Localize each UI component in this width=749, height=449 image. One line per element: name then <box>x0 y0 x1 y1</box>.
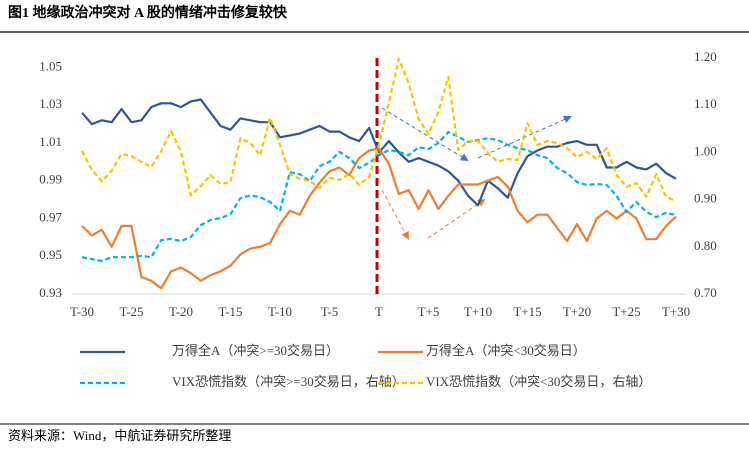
x-tick-label: T-10 <box>268 304 292 319</box>
y-tick-label: 0.93 <box>39 285 62 300</box>
y2-tick-label: 0.70 <box>694 285 717 300</box>
y-tick-label: 1.01 <box>39 134 62 149</box>
x-tick-label: T-30 <box>70 304 94 319</box>
x-tick-label: T-15 <box>218 304 242 319</box>
series-line <box>81 57 677 203</box>
y-tick-label: 1.05 <box>39 58 62 73</box>
legend-label: 万得全A（冲突>=30交易日） <box>172 343 339 358</box>
arrow <box>381 189 409 240</box>
legend-label: VIX恐慌指数（冲突>=30交易日，右轴） <box>172 374 405 389</box>
x-tick-label: T-25 <box>119 304 143 319</box>
x-tick-label: T-5 <box>321 304 339 319</box>
x-tick-label: T <box>375 304 383 319</box>
y2-tick-label: 1.20 <box>694 49 717 64</box>
y2-tick-label: 1.10 <box>694 96 717 111</box>
y2-tick-label: 1.00 <box>694 143 717 158</box>
y-tick-label: 0.95 <box>39 247 62 262</box>
x-tick-label: T-20 <box>169 304 193 319</box>
series-line <box>81 98 677 207</box>
x-tick-label: T+15 <box>513 304 541 319</box>
x-tick-label: T+10 <box>464 304 492 319</box>
x-tick-label: T+25 <box>612 304 640 319</box>
series-line <box>81 147 677 290</box>
y-tick-label: 0.97 <box>39 209 62 224</box>
x-tick-label: T+30 <box>662 304 690 319</box>
chart-title: 图1 地缘政治冲突对 A 股的情绪冲击修复较快 <box>8 4 288 21</box>
y2-tick-label: 0.80 <box>694 238 717 253</box>
y-tick-label: 1.03 <box>39 96 62 111</box>
y2-tick-label: 0.90 <box>694 191 717 206</box>
x-tick-label: T+20 <box>563 304 591 319</box>
series-line <box>81 131 677 263</box>
arrow <box>427 198 486 239</box>
arrow <box>381 107 469 162</box>
legend-label: VIX恐慌指数（冲突<30交易日，右轴） <box>426 374 651 389</box>
x-tick-label: T+5 <box>418 304 440 319</box>
y-tick-label: 0.99 <box>39 172 62 187</box>
legend-label: 万得全A（冲突<30交易日） <box>426 343 586 358</box>
source: 资料来源：Wind，中航证券研究所整理 <box>8 428 231 443</box>
